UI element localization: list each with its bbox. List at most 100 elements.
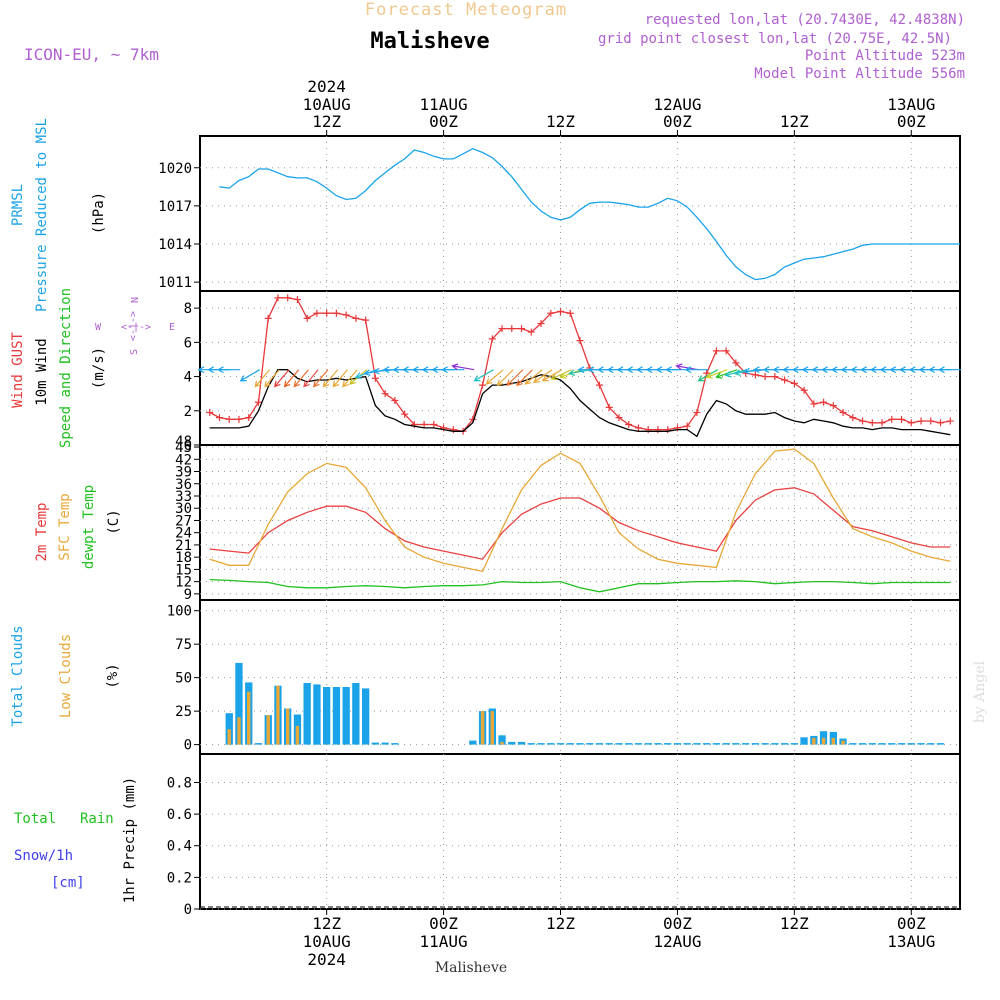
y-tick-label: 30 (175, 501, 192, 517)
gust-marker (547, 309, 555, 317)
gust-marker (605, 403, 613, 411)
series-line (209, 448, 951, 573)
total-cloud-bar (683, 743, 691, 745)
wind-direction-arrow (550, 369, 572, 380)
total-cloud-bar (235, 662, 243, 745)
wind-direction-arrow (541, 369, 563, 382)
series-line (209, 487, 951, 560)
low-cloud-bar (276, 685, 280, 745)
gust-marker (479, 381, 487, 389)
compass-arrows-v: <-|-> (128, 311, 139, 341)
y-tick-label: 42 (175, 452, 192, 468)
gust-marker (235, 415, 243, 423)
compass-arrows-h: <-|-> (121, 322, 151, 333)
series-line (219, 147, 960, 281)
total-cloud-bar (391, 743, 399, 745)
total-cloud-bar (751, 743, 759, 745)
gust-marker (371, 374, 379, 382)
y-tick-label: 2 (184, 404, 192, 420)
y-tick-label: 27 (175, 513, 192, 529)
total-cloud-bar (771, 743, 779, 745)
gust-marker (332, 309, 340, 317)
gust-marker (839, 408, 847, 416)
total-cloud-bar (371, 742, 379, 745)
gust-marker (323, 309, 331, 317)
label-cm: [cm] (51, 875, 85, 891)
wind-direction-arrow (322, 369, 339, 388)
watermark: by Angel (972, 660, 988, 723)
total-cloud-bar (936, 743, 945, 745)
y-tick-label: 36 (175, 477, 192, 493)
panel-clouds: 0 25 50 75 100 (167, 599, 961, 755)
total-cloud-bar (888, 743, 896, 745)
gust-marker (362, 316, 370, 324)
label-pressure-msl: Pressure Reduced to MSL (34, 118, 50, 312)
total-cloud-bar (790, 743, 798, 745)
total-cloud-bar (625, 743, 633, 745)
gust-marker (401, 410, 409, 418)
compass-n: N (130, 297, 141, 303)
low-cloud-bar (227, 729, 231, 745)
y-tick-label: 1017 (158, 199, 192, 215)
low-cloud-bar (295, 725, 300, 745)
total-cloud-bar (605, 743, 613, 745)
gust-marker (761, 373, 769, 381)
gust-marker (800, 386, 808, 394)
gust-marker (810, 400, 818, 408)
compass-s: S (129, 349, 140, 355)
label-10m-wind: 10m Wind (34, 338, 50, 405)
label-sfc-temp: SFC Temp (57, 493, 73, 560)
x-tick-label-bottom: 2024 (307, 950, 346, 969)
x-tick-label-top: 00Z (429, 112, 458, 131)
gust-marker (245, 414, 253, 422)
y-tick-label: 0 (184, 902, 192, 918)
total-cloud-bar (352, 683, 360, 745)
wind-direction-arrow (273, 369, 290, 388)
label-2m-temp: 2m Temp (34, 502, 50, 561)
y-tick-label: 21 (175, 538, 192, 554)
x-tick-label-bottom: 00Z (663, 914, 692, 933)
low-cloud-bar (490, 711, 494, 745)
total-cloud-bar (703, 743, 711, 745)
gust-marker (937, 419, 945, 427)
gust-marker (206, 408, 214, 416)
gust-marker (868, 419, 876, 427)
total-cloud-bar (868, 743, 876, 745)
gust-marker (215, 414, 223, 422)
total-cloud-bar (362, 688, 370, 745)
x-tick-label-bottom: 00Z (429, 914, 458, 933)
y-tick-label: 45 (175, 440, 192, 456)
total-cloud-bar (781, 743, 789, 745)
total-cloud-bar (673, 743, 682, 745)
wind-direction-arrow (283, 369, 300, 388)
total-cloud-bar (761, 743, 769, 745)
low-cloud-bar (266, 715, 270, 745)
gust-marker (518, 325, 526, 333)
gust-marker (391, 397, 399, 405)
label-total-clouds: Total Clouds (10, 625, 26, 726)
x-tick-label-bottom: 10AUG (303, 932, 351, 951)
gust-marker (284, 294, 292, 302)
wind-direction-arrow (264, 369, 280, 388)
label-total: Total (14, 811, 56, 827)
wind-direction-arrow (506, 369, 524, 387)
gust-marker (878, 419, 886, 427)
x-tick-label-top: 11AUG (420, 95, 468, 114)
total-cloud-bar (381, 742, 389, 745)
total-cloud-bar (849, 743, 857, 745)
total-cloud-bar (537, 743, 545, 745)
total-cloud-bar (644, 743, 652, 745)
low-cloud-bar (237, 717, 241, 745)
gust-marker (625, 420, 633, 428)
y-tick-label: 15 (175, 562, 192, 578)
total-cloud-bar (303, 683, 311, 745)
label-c: (C) (106, 509, 122, 534)
x-tick-label-bottom: 13AUG (887, 932, 935, 951)
x-tick-label-top: 00Z (897, 112, 926, 131)
gust-marker (342, 311, 350, 319)
gust-marker (907, 419, 915, 427)
total-cloud-bar (654, 743, 662, 745)
total-cloud-bar (332, 687, 341, 745)
